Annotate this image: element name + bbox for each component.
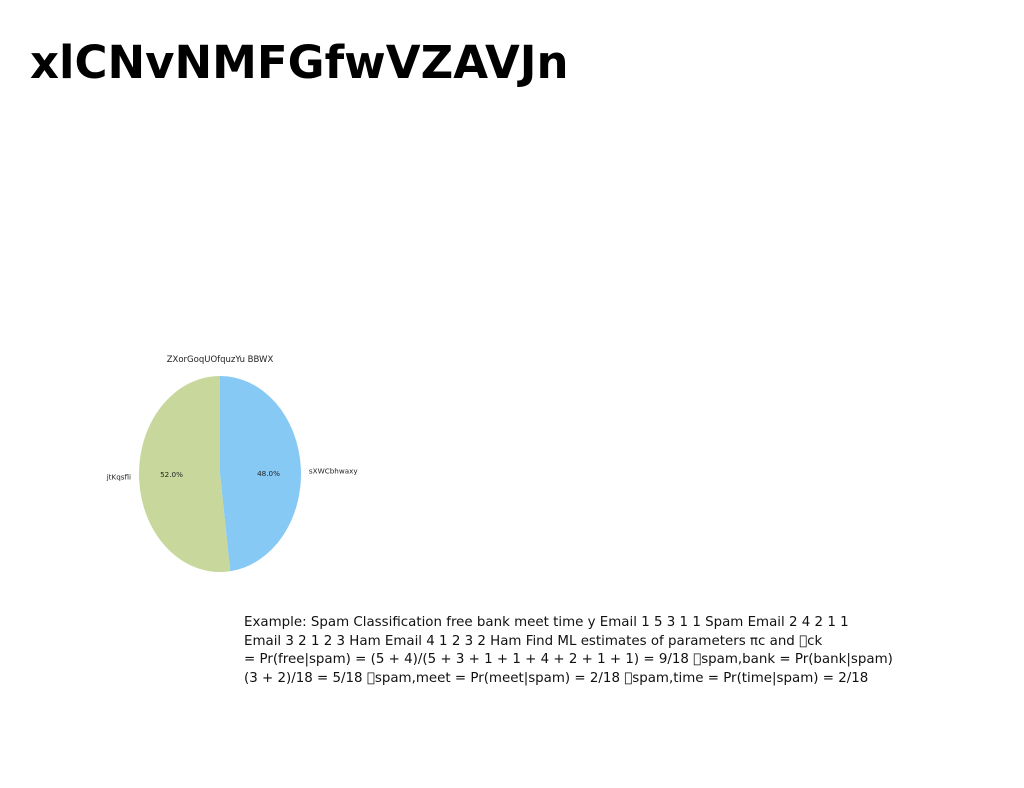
pie-slices	[139, 376, 301, 572]
example-text-line-3: = Pr(free|spam) = (5 + 4)/(5 + 3 + 1 + 1…	[244, 652, 893, 667]
pie-percent-label-1: 48.0%	[257, 469, 280, 478]
pie-slice-1	[220, 376, 301, 572]
pie-slice-2	[139, 376, 231, 572]
pie-category-label-2: jtKqsfli	[106, 473, 131, 482]
slide-title: xlCNvNMFGfwVZAVJn	[30, 36, 569, 89]
pie-chart: ZXorGoqUOfquzYu BBWX 48.0% sXWCbhwaxy 52.0…	[100, 345, 380, 585]
pie-chart-svg: ZXorGoqUOfquzYu BBWX 48.0% sXWCbhwaxy 52.0…	[106, 355, 359, 572]
pie-percent-label-2: 52.0%	[160, 470, 183, 479]
example-text: Example: Spam Classification free bank m…	[244, 614, 944, 688]
example-text-line-1: Example: Spam Classification free bank m…	[244, 615, 849, 630]
pie-category-label-1: sXWCbhwaxy	[309, 466, 358, 475]
example-text-line-2: Email 3 2 1 2 3 Ham Email 4 1 2 3 2 Ham …	[244, 633, 823, 649]
pie-labels: 48.0% sXWCbhwaxy 52.0% jtKqsfli	[106, 466, 359, 481]
example-text-line-4: (3 + 2)/18 = 5/18  spam,meet = Pr(meet|s…	[244, 670, 869, 686]
chart-title: ZXorGoqUOfquzYu BBWX	[167, 355, 274, 365]
